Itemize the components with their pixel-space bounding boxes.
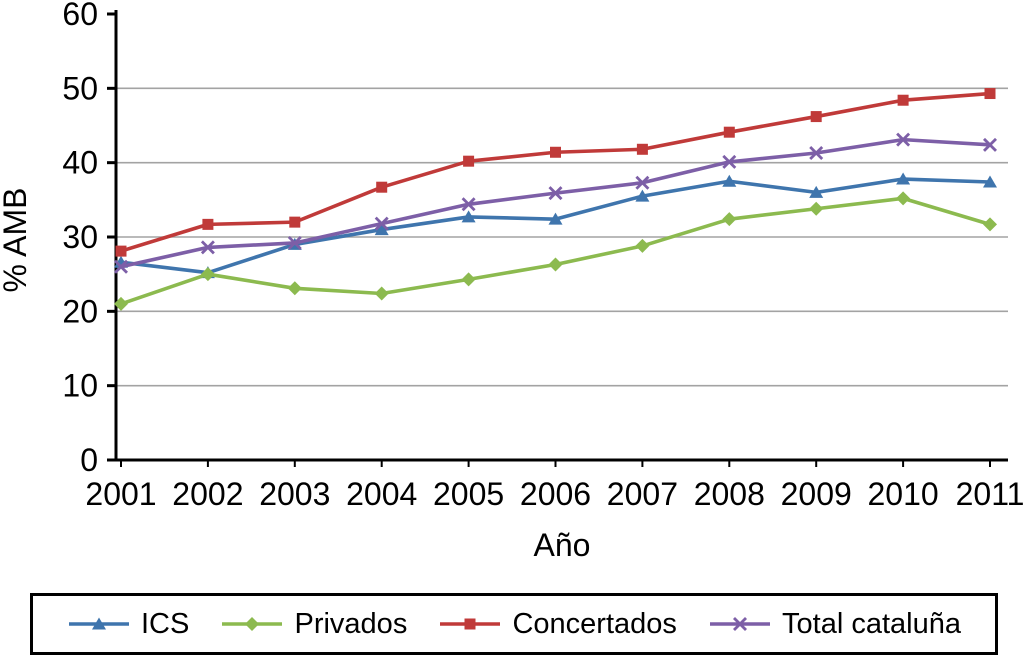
marker-square-icon [723,126,735,138]
x-tick-label: 2007 [607,476,678,512]
marker-x-icon [722,154,737,169]
y-axis-title: % AMB [0,188,33,293]
marker-triangle-icon [809,185,824,198]
marker-diamond-icon [722,212,737,227]
axes: 0 10 20 30 40 50 60 2001 2002 2003 2004 2005 2006 200… [62,0,1024,512]
marker-x-icon [548,186,563,201]
y-tick-label: 50 [62,70,98,106]
legend-label: Total cataluña [782,607,961,640]
x-tick-label: 2004 [346,476,417,512]
marker-diamond-icon [245,617,260,631]
x-tick-label: 2011 [956,476,1024,512]
marker-x-icon [287,235,302,250]
marker-triangle-icon [635,189,650,202]
legend-label: Concertados [512,607,677,640]
marker-diamond-icon [114,296,128,311]
x-tick-label: 2005 [433,476,504,512]
marker-triangle-icon [461,210,476,223]
legend-item-total-catalu-a: Total cataluña [708,608,961,641]
y-tick-label: 30 [62,219,98,255]
marker-diamond-icon [287,281,302,296]
marker-square-icon [376,181,388,193]
x-tick-label: 2009 [781,476,852,512]
marker-square-icon [897,94,909,106]
marker-diamond-icon [374,286,389,301]
marker-square-icon [463,155,475,167]
marker-square-icon [810,111,822,123]
marker-triangle-icon [548,212,563,225]
marker-x-icon [983,137,997,152]
marker-square-icon [115,245,127,257]
y-tick-label: 0 [80,442,98,478]
x-tick-label: 2006 [520,476,591,512]
marker-diamond-icon [809,201,824,216]
marker-x-icon [461,197,476,212]
x-tick-label: 2001 [85,476,156,512]
marker-diamond-icon [635,238,650,253]
y-tick-label: 40 [62,145,98,181]
marker-triangle-icon [722,174,737,187]
legend-label: ICS [141,607,190,640]
marker-triangle-icon [374,223,389,236]
x-axis-title: Año [534,527,591,563]
marker-diamond-icon [461,272,476,287]
y-tick-label: 60 [62,0,98,32]
marker-x-icon [809,146,824,160]
chart-legend: ICS Privados Concertados Total cataluña [30,593,998,655]
marker-x-icon [896,132,911,147]
marker-square-icon [636,143,648,155]
x-tick-label: 2008 [694,476,765,512]
series-line-concertados [119,91,992,253]
marker-diamond-icon [983,217,997,232]
x-tick-label: 2002 [172,476,243,512]
marker-x-icon [733,617,748,631]
legend-item-ics: ICS [67,608,189,641]
marker-square-icon [464,618,476,630]
legend-item-concertados: Concertados [438,607,677,641]
marker-square-icon [550,146,561,158]
marker-triangle-icon [896,172,911,185]
line-chart: 0 10 20 30 40 50 60 2001 2002 2003 2004 2005 2006 200… [0,0,1024,563]
marker-x-icon [374,216,389,231]
axis-titles: Año % AMB [0,188,590,563]
gridlines [116,87,1008,387]
legend-label: Privados [294,607,408,640]
legend-item-privados: Privados [220,608,407,641]
legend-x-marker-icon [710,617,771,631]
y-tick-label: 10 [62,368,98,404]
y-tick-label: 20 [62,293,98,329]
legend-triangle-marker-icon [69,617,129,630]
chart-canvas: 0 10 20 30 40 50 60 2001 2002 2003 2004 2005 2006 200… [0,0,1024,563]
legend-square-marker-icon [440,618,501,630]
marker-square-icon [289,216,301,228]
marker-x-icon [114,259,128,274]
marker-square-icon [984,88,996,100]
x-tick-label: 2003 [259,476,330,512]
marker-x-icon [200,240,215,255]
marker-triangle-icon [983,175,997,188]
marker-diamond-icon [896,191,911,206]
marker-triangle-icon [92,617,106,630]
legend-diamond-marker-icon [222,617,283,631]
marker-square-icon [202,218,214,230]
x-tick-label: 2010 [868,476,939,512]
marker-diamond-icon [200,267,215,282]
marker-x-icon [635,175,650,190]
marker-diamond-icon [548,257,563,272]
series-group [114,88,997,311]
